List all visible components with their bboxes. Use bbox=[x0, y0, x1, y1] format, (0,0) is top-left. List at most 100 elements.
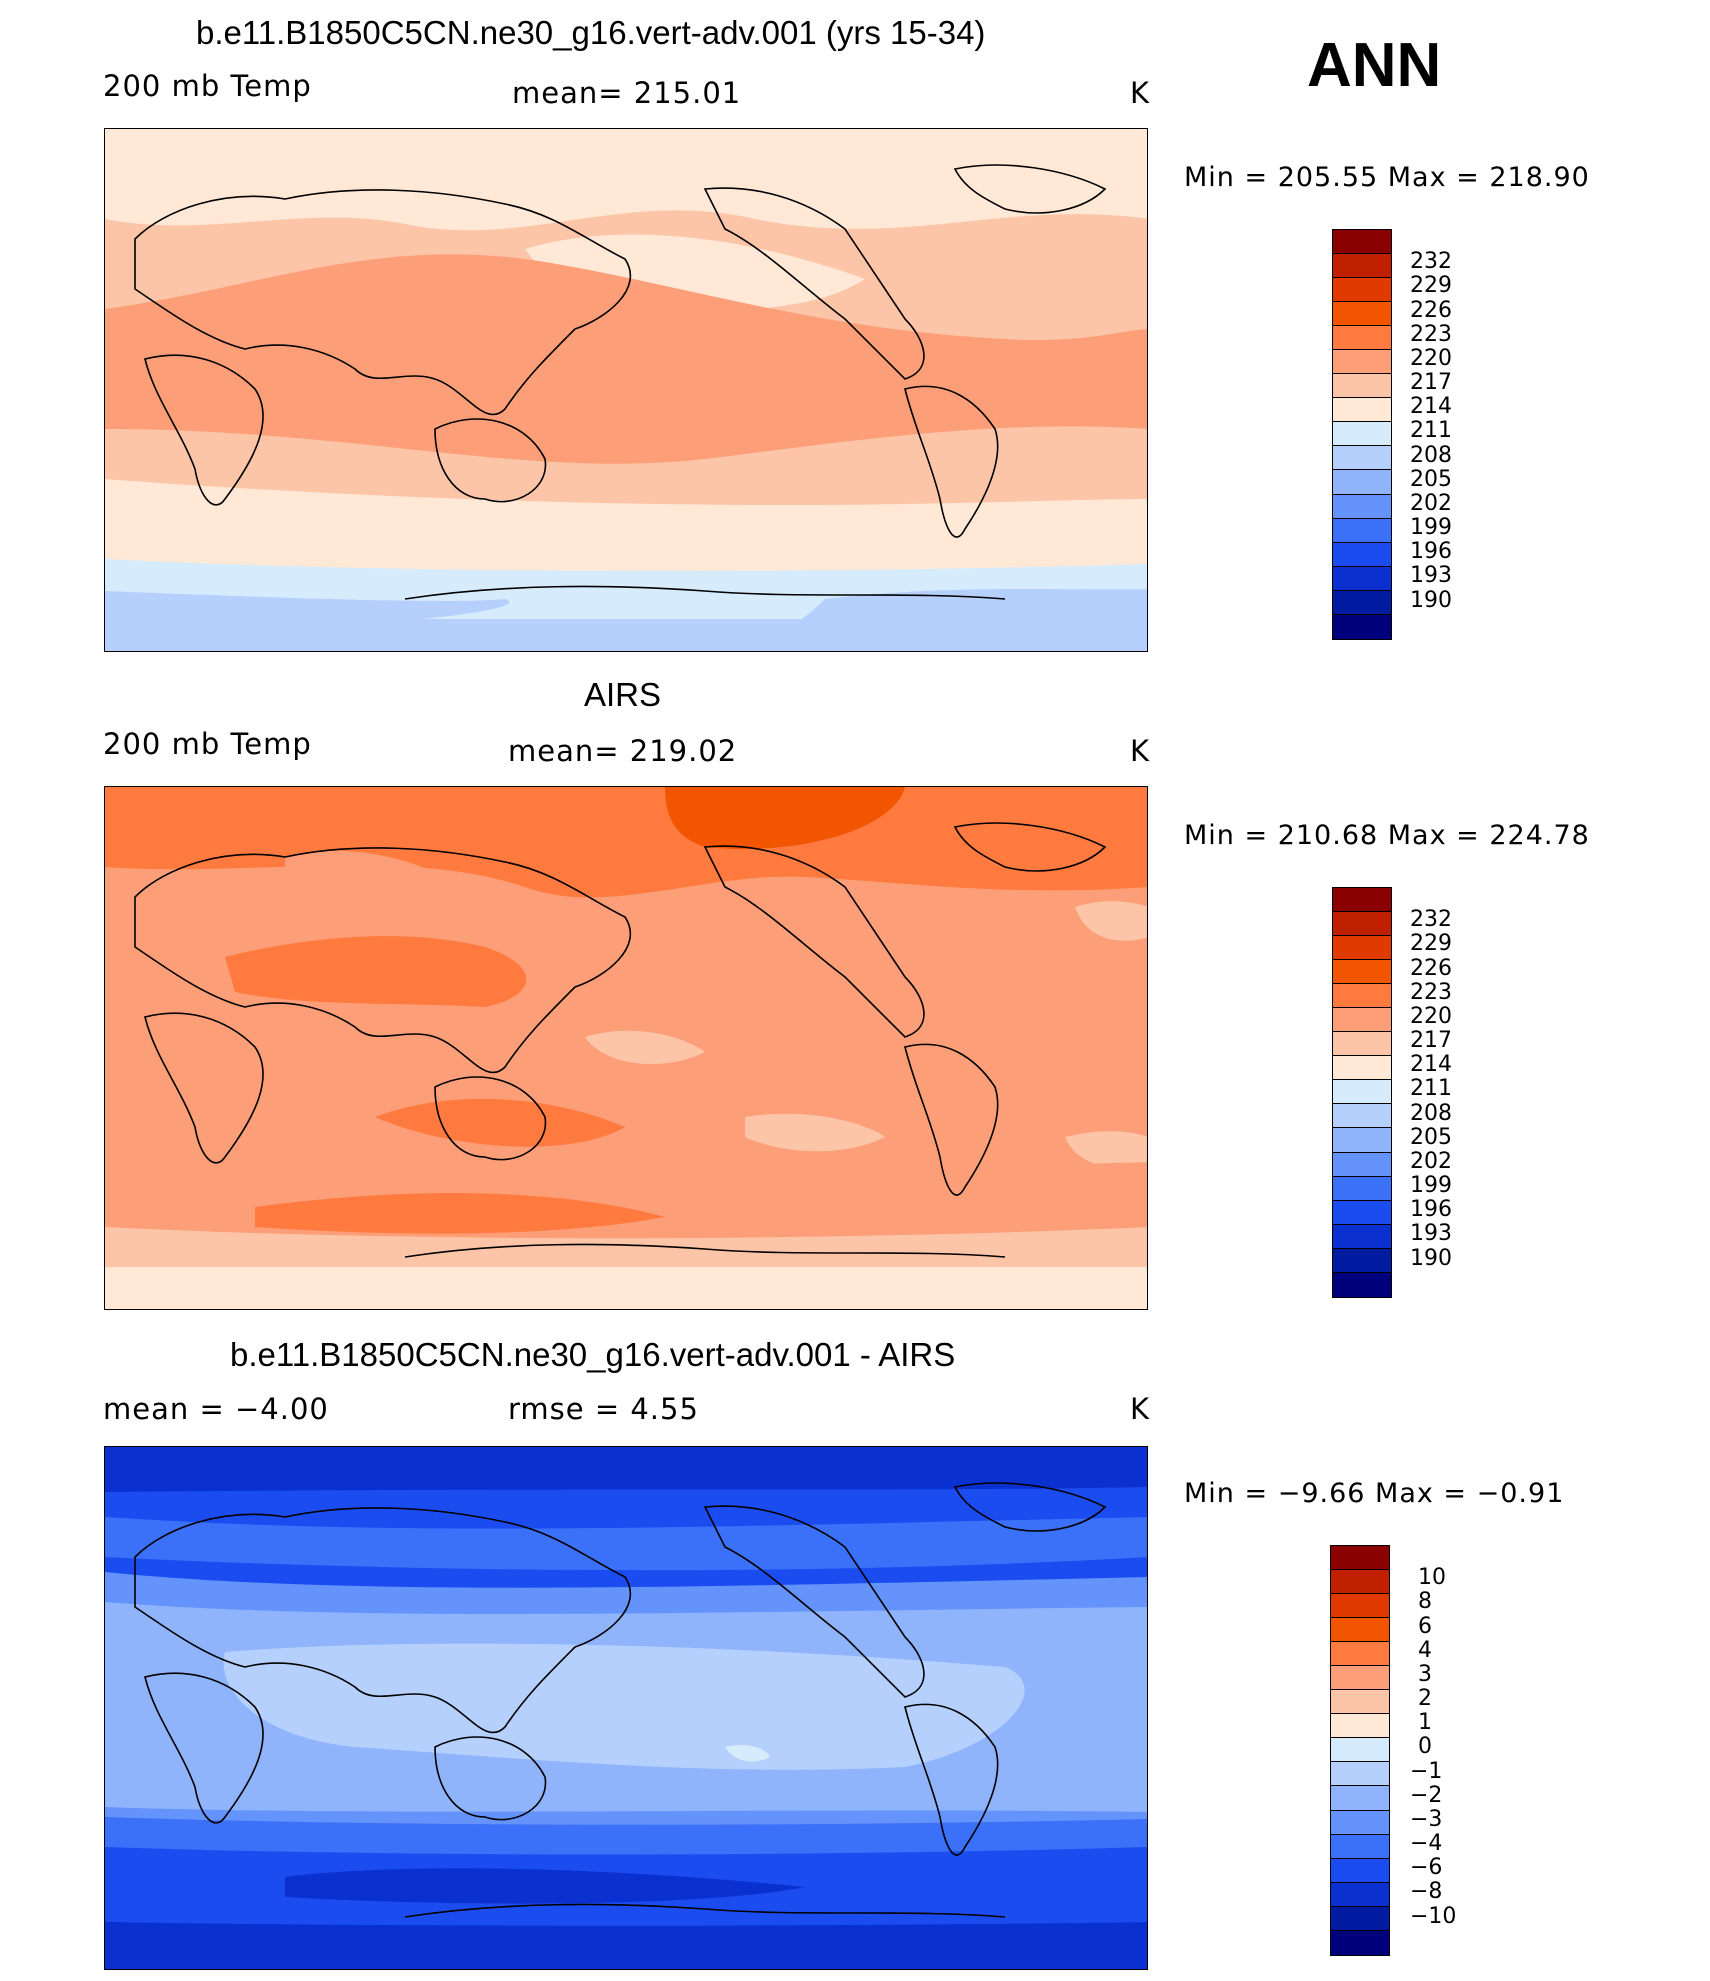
panel-2-colorbar bbox=[1332, 887, 1392, 1298]
colorbar-swatch bbox=[1333, 254, 1391, 279]
colorbar-swatch bbox=[1333, 1056, 1391, 1081]
colorbar-tick-label: −6 bbox=[1410, 1855, 1443, 1881]
colorbar-swatch bbox=[1333, 446, 1391, 471]
colorbar-tick-label: 1 bbox=[1418, 1710, 1432, 1736]
colorbar-swatch bbox=[1333, 1128, 1391, 1153]
colorbar-tick-label: 223 bbox=[1410, 979, 1452, 1005]
colorbar-swatch bbox=[1331, 1930, 1389, 1955]
colorbar-swatch bbox=[1331, 1570, 1389, 1595]
colorbar-swatch bbox=[1331, 1738, 1389, 1763]
colorbar-tick-label: 196 bbox=[1410, 539, 1452, 565]
colorbar-tick-label: 226 bbox=[1410, 955, 1452, 981]
panel-1-contour-field bbox=[105, 129, 1147, 651]
colorbar-tick-label: 202 bbox=[1410, 490, 1452, 516]
panel-1-mean-label: mean= 215.01 bbox=[512, 76, 742, 110]
colorbar-tick-label: 205 bbox=[1410, 466, 1452, 492]
colorbar-swatch bbox=[1333, 302, 1391, 327]
panel-2-map bbox=[104, 786, 1148, 1310]
colorbar-swatch bbox=[1331, 1642, 1389, 1667]
colorbar-tick-label: 208 bbox=[1410, 442, 1452, 468]
colorbar-swatch bbox=[1331, 1714, 1389, 1739]
panel-2-title: AIRS bbox=[584, 676, 662, 713]
colorbar-tick-label: 0 bbox=[1418, 1734, 1432, 1760]
colorbar-swatch bbox=[1333, 912, 1391, 937]
season-label: ANN bbox=[1307, 31, 1442, 100]
colorbar-tick-label: 214 bbox=[1410, 394, 1452, 420]
colorbar-swatch bbox=[1333, 1272, 1391, 1297]
colorbar-swatch bbox=[1333, 566, 1391, 591]
panel-3-units-label: K bbox=[1130, 1392, 1151, 1426]
colorbar-tick-label: 208 bbox=[1410, 1100, 1452, 1126]
colorbar-swatch bbox=[1333, 494, 1391, 519]
colorbar-tick-label: 199 bbox=[1410, 515, 1452, 541]
colorbar-swatch bbox=[1331, 1618, 1389, 1643]
colorbar-swatch bbox=[1333, 1008, 1391, 1033]
colorbar-tick-label: −4 bbox=[1410, 1831, 1443, 1857]
colorbar-tick-label: 2 bbox=[1418, 1686, 1432, 1712]
colorbar-swatch bbox=[1333, 1104, 1391, 1129]
colorbar-tick-label: 196 bbox=[1410, 1197, 1452, 1223]
colorbar-tick-label: 202 bbox=[1410, 1148, 1452, 1174]
panel-3-rmse-label: rmse = 4.55 bbox=[508, 1392, 699, 1426]
colorbar-tick-label: 205 bbox=[1410, 1124, 1452, 1150]
colorbar-tick-label: 217 bbox=[1410, 1028, 1452, 1054]
colorbar-swatch bbox=[1333, 984, 1391, 1009]
colorbar-swatch bbox=[1333, 1032, 1391, 1057]
colorbar-swatch bbox=[1331, 1882, 1389, 1907]
colorbar-tick-label: 211 bbox=[1410, 418, 1452, 444]
colorbar-tick-label: −1 bbox=[1410, 1758, 1443, 1784]
colorbar-tick-label: 232 bbox=[1410, 249, 1452, 275]
panel-3-minmax: Min = −9.66 Max = −0.91 bbox=[1184, 1478, 1565, 1509]
colorbar-tick-label: 220 bbox=[1410, 1003, 1452, 1029]
colorbar-swatch bbox=[1333, 960, 1391, 985]
colorbar-swatch bbox=[1331, 1546, 1389, 1571]
colorbar-swatch bbox=[1333, 614, 1391, 639]
panel-2-units-label: K bbox=[1130, 734, 1151, 768]
colorbar-tick-label: 217 bbox=[1410, 370, 1452, 396]
colorbar-tick-label: 229 bbox=[1410, 931, 1452, 957]
colorbar-swatch bbox=[1331, 1858, 1389, 1883]
colorbar-swatch bbox=[1331, 1786, 1389, 1811]
colorbar-tick-label: 193 bbox=[1410, 563, 1452, 589]
colorbar-swatch bbox=[1331, 1810, 1389, 1835]
panel-3-colorbar bbox=[1330, 1545, 1390, 1956]
colorbar-tick-label: −8 bbox=[1410, 1879, 1443, 1905]
colorbar-swatch bbox=[1333, 888, 1391, 913]
colorbar-swatch bbox=[1331, 1834, 1389, 1859]
colorbar-tick-label: 223 bbox=[1410, 321, 1452, 347]
panel-3-map bbox=[104, 1446, 1148, 1970]
colorbar-swatch bbox=[1333, 1248, 1391, 1273]
colorbar-swatch bbox=[1333, 278, 1391, 303]
panel-1-units-label: K bbox=[1130, 76, 1151, 110]
colorbar-tick-label: 193 bbox=[1410, 1221, 1452, 1247]
colorbar-tick-label: 226 bbox=[1410, 297, 1452, 323]
panel-1-minmax: Min = 205.55 Max = 218.90 bbox=[1184, 162, 1590, 193]
panel-2-contour-field bbox=[105, 787, 1147, 1309]
colorbar-tick-label: −3 bbox=[1410, 1806, 1443, 1832]
colorbar-swatch bbox=[1333, 590, 1391, 615]
colorbar-tick-label: −2 bbox=[1410, 1782, 1443, 1808]
colorbar-tick-label: 10 bbox=[1418, 1565, 1446, 1591]
colorbar-swatch bbox=[1333, 1224, 1391, 1249]
colorbar-tick-label: 211 bbox=[1410, 1076, 1452, 1102]
colorbar-tick-label: 232 bbox=[1410, 907, 1452, 933]
panel-2-mean-label: mean= 219.02 bbox=[508, 734, 738, 768]
colorbar-swatch bbox=[1331, 1594, 1389, 1619]
colorbar-swatch bbox=[1333, 1200, 1391, 1225]
panel-2-minmax: Min = 210.68 Max = 224.78 bbox=[1184, 820, 1590, 851]
colorbar-swatch bbox=[1333, 542, 1391, 567]
colorbar-swatch bbox=[1333, 350, 1391, 375]
colorbar-swatch bbox=[1333, 398, 1391, 423]
colorbar-swatch bbox=[1333, 230, 1391, 255]
colorbar-swatch bbox=[1333, 936, 1391, 961]
colorbar-swatch bbox=[1333, 422, 1391, 447]
colorbar-swatch bbox=[1331, 1762, 1389, 1787]
panel-3-title: b.e11.B1850C5CN.ne30_g16.vert-adv.001 - … bbox=[230, 1336, 956, 1373]
colorbar-swatch bbox=[1333, 1176, 1391, 1201]
panel-2-variable-label: 200 mb Temp bbox=[103, 727, 312, 761]
colorbar-tick-label: 220 bbox=[1410, 345, 1452, 371]
colorbar-swatch bbox=[1331, 1666, 1389, 1691]
colorbar-swatch bbox=[1333, 1080, 1391, 1105]
colorbar-swatch bbox=[1333, 374, 1391, 399]
colorbar-tick-label: 190 bbox=[1410, 1245, 1452, 1271]
